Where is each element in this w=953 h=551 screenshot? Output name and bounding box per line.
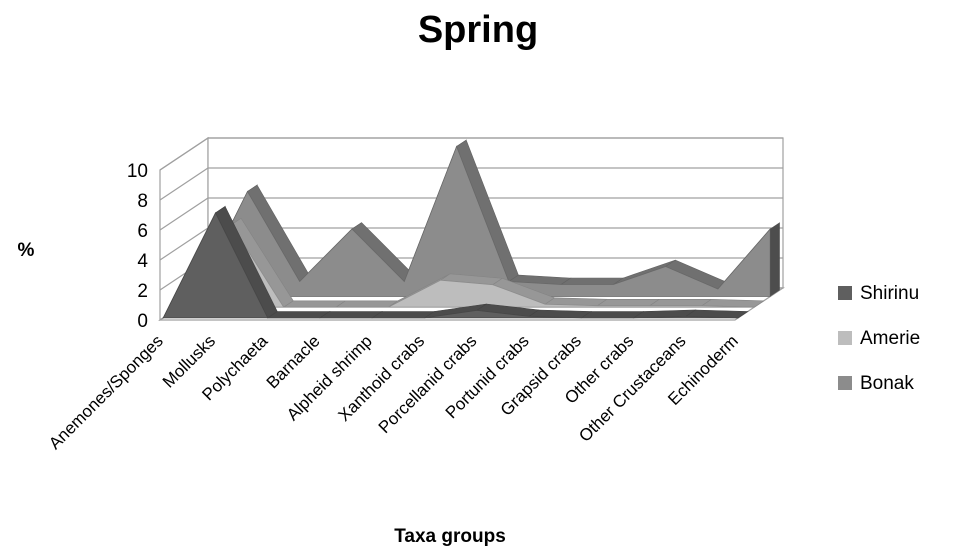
y-tick-label: 0 [137,311,148,332]
y-axis-ticks: 0 2 4 6 8 10 [127,161,149,332]
y-tick-label: 4 [137,251,148,272]
y-tick-label: 8 [137,191,148,212]
gridline [159,197,783,231]
series-bonak [194,139,781,298]
legend: Shirinu Amerie Bonak [838,283,920,394]
area-end-face [770,222,780,297]
area-front-face [162,212,739,319]
x-tick-label: Porcellanid crabs [375,331,481,437]
area-front-face [194,145,771,297]
legend-label: Bonak [860,373,914,394]
legend-label: Shirinu [860,283,919,304]
gridline [159,137,783,171]
area-top-segment [371,311,436,319]
area-top-segment [596,298,661,307]
series-shirinu [162,205,749,319]
gridline [159,167,783,201]
area-top-segment [335,300,399,308]
legend-swatch [838,376,852,390]
y-tick-label: 2 [137,281,148,302]
area-top-segment [266,311,331,319]
y-tick-label: 10 [127,161,148,182]
series-layer [162,139,781,319]
y-tick-label: 6 [137,221,148,242]
area-top-segment [282,300,347,308]
area-top-segment [319,311,383,319]
chart-title: Spring [418,9,538,51]
y-axis-title: % [18,240,35,261]
area-top-segment [580,311,645,319]
legend-label: Amerie [860,328,920,349]
area-top-segment [560,277,624,285]
x-axis-title: Taxa groups [394,526,506,547]
x-axis-ticks: Anemones/SpongesMollusksPolychaetaBarnac… [45,331,742,453]
area-top-segment [648,298,713,307]
legend-swatch [838,286,852,300]
x-tick-label: Anemones/Sponges [45,331,167,453]
legend-swatch [838,331,852,345]
